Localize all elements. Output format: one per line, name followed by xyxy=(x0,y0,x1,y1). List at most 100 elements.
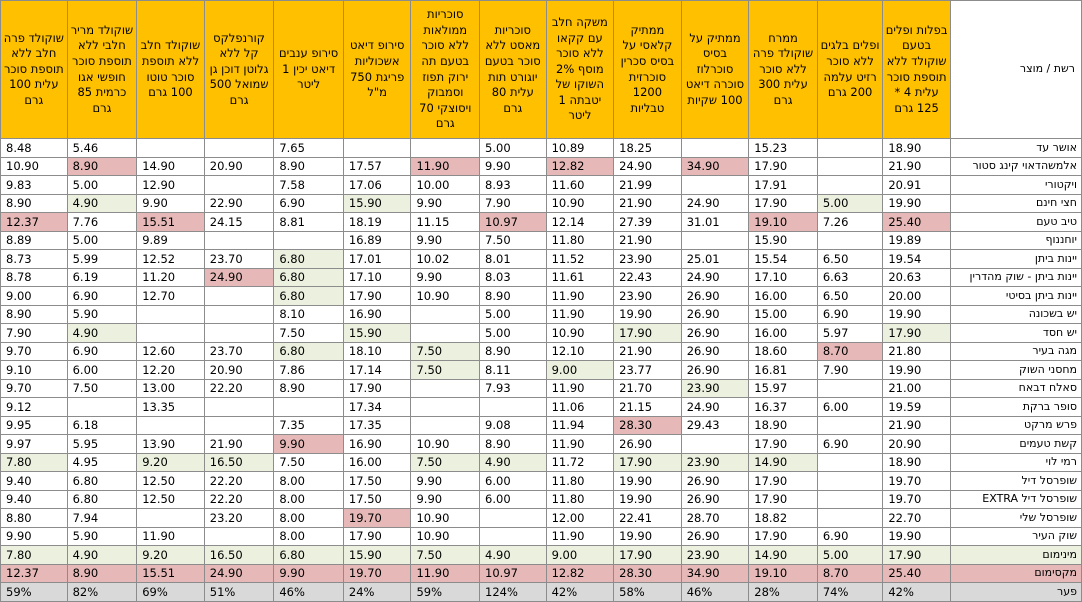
price-cell: 12.70 xyxy=(136,286,205,306)
price-cell xyxy=(680,175,750,195)
price-cell: 11.20 xyxy=(136,267,205,287)
price-cell: 17.90 xyxy=(613,323,682,343)
min-row: מינימום 17.90 5.00 14.90 23.90 17.90 9.00 4.90 7… xyxy=(0,545,1082,565)
price-cell: 8.01 xyxy=(479,249,547,269)
price-cell: 7.90 xyxy=(816,360,884,380)
price-cell: 22.20 xyxy=(203,471,275,491)
price-cell: 69% xyxy=(136,582,205,602)
price-cell: 18.82 xyxy=(748,508,818,528)
price-cell: 7.94 xyxy=(66,508,138,528)
price-cell: 9.83 xyxy=(0,175,68,195)
price-cell: 23.70 xyxy=(203,341,275,361)
chain-name: קשת טעמים xyxy=(949,434,1082,454)
gap-row: פער 42% 74% 28% 46% 58% 42% 124% 59% 24% 46% 51% 69%… xyxy=(0,582,1082,602)
price-cell: 22.41 xyxy=(613,508,682,528)
chain-name: אושר עד xyxy=(949,138,1082,158)
price-cell: 19.90 xyxy=(613,489,682,509)
price-cell: 24.90 xyxy=(613,156,682,176)
chain-name: מקסימום xyxy=(949,563,1082,583)
table-row: סאלח דבאח 21.00 15.97 23.90 21.70 11.90 7.93 17… xyxy=(0,378,1082,398)
price-cell: 10.90 xyxy=(410,508,481,528)
price-cell: 9.12 xyxy=(0,397,68,417)
price-cell: 17.90 xyxy=(342,526,412,546)
price-cell: 82% xyxy=(66,582,138,602)
price-cell: 6.80 xyxy=(273,545,344,565)
price-cell: 7.90 xyxy=(0,323,68,343)
price-cell: 7.50 xyxy=(410,545,481,565)
price-cell: 21.00 xyxy=(882,378,951,398)
price-cell: 17.91 xyxy=(748,175,818,195)
price-cell: 6.50 xyxy=(816,286,884,306)
price-cell: 7.50 xyxy=(66,378,138,398)
price-cell: 6.80 xyxy=(273,341,344,361)
price-cell xyxy=(816,230,884,250)
price-cell: 4.90 xyxy=(66,193,138,213)
price-cell: 7.93 xyxy=(479,378,547,398)
price-cell: 18.19 xyxy=(342,212,412,232)
price-cell: 14.90 xyxy=(748,452,818,472)
price-cell: 6.00 xyxy=(479,471,547,491)
product-header: שוקולד פרה חלב ללא תוספת סוכר עלית 100 ג… xyxy=(0,0,68,139)
price-cell: 7.80 xyxy=(0,545,68,565)
price-cell: 26.90 xyxy=(680,360,750,380)
price-cell: 17.90 xyxy=(613,545,682,565)
product-header: סוכריות מאסט ללא סוכר בטעם יוגורט תות על… xyxy=(479,0,547,139)
price-cell: 21.90 xyxy=(613,341,682,361)
price-cell: 26.90 xyxy=(680,341,750,361)
price-cell: 20.90 xyxy=(203,156,275,176)
price-cell: 9.00 xyxy=(0,286,68,306)
price-cell: 23.70 xyxy=(203,249,275,269)
price-cell xyxy=(203,230,275,250)
price-cell: 6.18 xyxy=(66,415,138,435)
price-cell: 22.20 xyxy=(203,489,275,509)
price-cell: 17.06 xyxy=(342,175,412,195)
price-cell: 6.90 xyxy=(273,193,344,213)
price-cell xyxy=(136,415,205,435)
price-cell: 11.90 xyxy=(545,304,615,324)
price-cell: 21.90 xyxy=(613,193,682,213)
table-row: רמי לוי 18.90 14.90 23.90 17.90 11.72 4.90 7.50… xyxy=(0,452,1082,472)
price-cell: 15.90 xyxy=(342,323,412,343)
price-cell: 8.81 xyxy=(273,212,344,232)
price-cell xyxy=(816,156,884,176)
price-cell: 8.70 xyxy=(816,341,884,361)
price-cell xyxy=(136,138,205,158)
price-cell: 19.10 xyxy=(748,563,818,583)
chain-name: מגה בעיר xyxy=(949,341,1082,361)
price-cell: 10.90 xyxy=(410,286,481,306)
price-cell: 15.90 xyxy=(342,193,412,213)
price-cell: 10.90 xyxy=(545,323,615,343)
price-cell: 23.90 xyxy=(613,286,682,306)
chain-name: סאלח דבאח xyxy=(949,378,1082,398)
product-header: בפלות ופלים בטעם שוקולד ללא תוספת סוכר ע… xyxy=(882,0,951,139)
product-header: שוקולד מריר חלבי ללא תוספת סוכר חופשי אג… xyxy=(66,0,138,139)
price-cell: 8.48 xyxy=(0,138,68,158)
chain-product-header: רשת / מוצר xyxy=(949,0,1082,139)
price-cell: 17.57 xyxy=(342,156,412,176)
price-cell: 11.61 xyxy=(545,267,615,287)
price-cell: 17.90 xyxy=(342,286,412,306)
chain-name: אלמשהדאוי קינג סטור xyxy=(949,156,1082,176)
price-cell: 11.90 xyxy=(545,286,615,306)
price-cell: 8.93 xyxy=(479,175,547,195)
price-cell: 9.90 xyxy=(0,526,68,546)
price-cell: 7.50 xyxy=(410,452,481,472)
price-cell: 12.14 xyxy=(545,212,615,232)
price-cell: 6.80 xyxy=(273,267,344,287)
price-cell: 15.90 xyxy=(748,230,818,250)
chain-name: סופר ברקת xyxy=(949,397,1082,417)
price-cell: 13.00 xyxy=(136,378,205,398)
price-cell: 9.90 xyxy=(273,434,344,454)
price-cell: 23.77 xyxy=(613,360,682,380)
price-cell: 16.90 xyxy=(342,304,412,324)
price-cell: 12.90 xyxy=(136,175,205,195)
price-cell: 22.20 xyxy=(203,378,275,398)
price-cell: 8.90 xyxy=(0,193,68,213)
chain-name: יינות ביתן xyxy=(949,249,1082,269)
price-cell: 4.95 xyxy=(66,452,138,472)
price-cell: 28.30 xyxy=(613,415,682,435)
price-cell: 8.10 xyxy=(273,304,344,324)
price-cell: 11.90 xyxy=(545,526,615,546)
price-cell: 8.00 xyxy=(273,489,344,509)
price-cell: 10.00 xyxy=(410,175,481,195)
